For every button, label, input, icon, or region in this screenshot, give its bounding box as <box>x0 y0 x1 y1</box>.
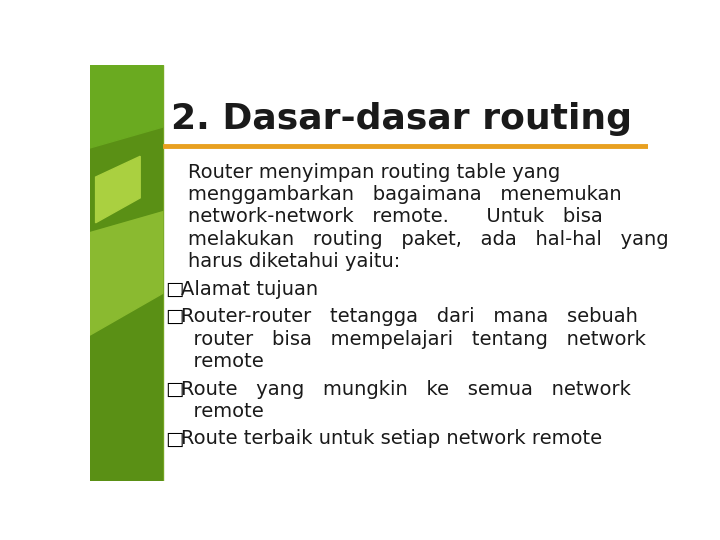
Text: router   bisa   mempelajari   tentang   network: router bisa mempelajari tentang network <box>181 329 646 349</box>
Text: harus diketahui yaitu:: harus diketahui yaitu: <box>188 252 400 271</box>
Polygon shape <box>90 127 163 231</box>
Text: Route terbaik untuk setiap network remote: Route terbaik untuk setiap network remot… <box>181 429 602 448</box>
Text: menggambarkan   bagaimana   menemukan: menggambarkan bagaimana menemukan <box>188 185 621 204</box>
Text: □: □ <box>166 280 184 299</box>
Polygon shape <box>90 294 163 481</box>
Text: remote: remote <box>181 352 264 371</box>
Bar <box>90 65 163 481</box>
Text: □: □ <box>166 380 184 399</box>
Polygon shape <box>90 210 163 335</box>
Text: network-network   remote.      Untuk   bisa: network-network remote. Untuk bisa <box>188 207 603 226</box>
Polygon shape <box>90 65 163 148</box>
Text: Alamat tujuan: Alamat tujuan <box>181 280 318 299</box>
Text: melakukan   routing   paket,   ada   hal-hal   yang: melakukan routing paket, ada hal-hal yan… <box>188 230 668 249</box>
Text: 2. Dasar-dasar routing: 2. Dasar-dasar routing <box>171 102 632 136</box>
Text: remote: remote <box>181 402 264 421</box>
Text: Router menyimpan routing table yang: Router menyimpan routing table yang <box>188 163 560 181</box>
Text: Route   yang   mungkin   ke   semua   network: Route yang mungkin ke semua network <box>181 380 631 399</box>
Text: Router-router   tetangga   dari   mana   sebuah: Router-router tetangga dari mana sebuah <box>181 307 638 326</box>
Text: □: □ <box>166 429 184 448</box>
Polygon shape <box>96 156 140 223</box>
Text: □: □ <box>166 307 184 326</box>
